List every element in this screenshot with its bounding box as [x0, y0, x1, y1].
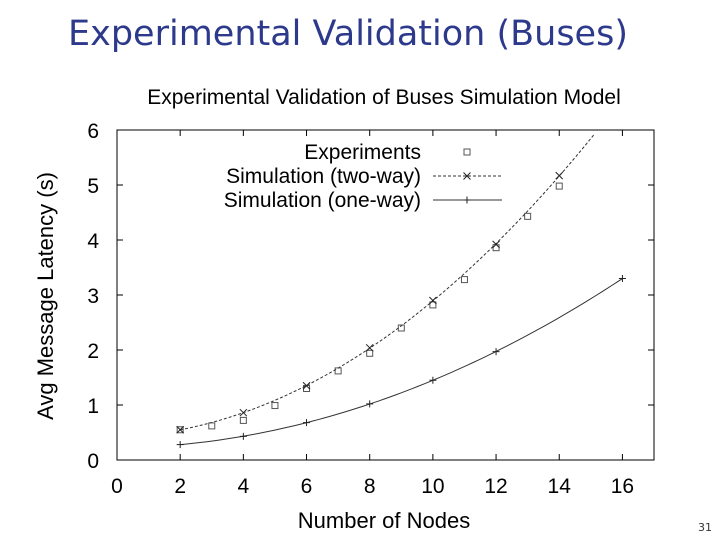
series-group	[176, 133, 626, 449]
y-tick-label: 5	[87, 175, 99, 198]
chart-title: Experimental Validation of Buses Simulat…	[147, 86, 621, 109]
data-point	[176, 425, 185, 434]
data-point	[334, 367, 342, 375]
legend-marker	[463, 196, 471, 204]
y-tick-label: 4	[87, 230, 99, 253]
data-point	[524, 212, 532, 220]
series-1	[176, 182, 563, 434]
data-point	[208, 422, 216, 430]
data-point	[429, 376, 437, 384]
x-tick-label: 10	[421, 475, 444, 498]
x-tick-label: 16	[611, 475, 634, 498]
legend-marker	[463, 148, 471, 156]
y-tick-label: 0	[87, 450, 99, 473]
legend-label: Simulation (two-way)	[226, 165, 421, 188]
data-point	[555, 171, 564, 180]
data-point	[303, 419, 311, 427]
data-point	[492, 348, 500, 356]
y-tick-label: 2	[87, 340, 99, 363]
data-point	[239, 408, 248, 417]
data-point	[366, 349, 374, 357]
x-tick-label: 8	[364, 475, 376, 498]
data-point	[555, 182, 563, 190]
series-2	[176, 133, 596, 434]
data-point	[618, 275, 626, 282]
data-point	[492, 244, 500, 252]
legend-label: Simulation (one-way)	[224, 189, 421, 212]
data-point	[271, 402, 279, 410]
data-point	[365, 343, 374, 352]
data-point	[429, 301, 437, 309]
data-point	[366, 400, 374, 408]
x-axis-label: Number of Nodes	[298, 508, 470, 533]
slide-number: 31	[698, 521, 712, 534]
x-tick-label: 0	[111, 475, 123, 498]
data-point	[239, 416, 247, 424]
data-point	[302, 381, 311, 390]
data-point	[176, 441, 184, 449]
data-point	[429, 296, 437, 305]
series-line	[180, 133, 596, 431]
data-point	[239, 432, 247, 440]
series-3	[176, 275, 626, 449]
x-tick-label: 6	[301, 475, 313, 498]
x-tick-label: 12	[484, 475, 507, 498]
y-tick-label: 6	[87, 120, 99, 143]
series-line	[180, 278, 623, 446]
data-point	[460, 276, 468, 284]
data-point	[492, 240, 500, 249]
data-point	[176, 426, 184, 434]
y-tick-label: 1	[87, 395, 99, 418]
legend-label: Experiments	[304, 141, 421, 164]
x-tick-label: 4	[238, 475, 250, 498]
x-tick-label: 14	[548, 475, 572, 498]
y-tick-label: 3	[87, 285, 99, 308]
legend-marker	[463, 172, 471, 180]
y-axis-label: Avg Message Latency (s)	[33, 172, 58, 420]
x-tick-label: 2	[174, 475, 186, 498]
slide-title: Experimental Validation (Buses)	[68, 14, 628, 54]
